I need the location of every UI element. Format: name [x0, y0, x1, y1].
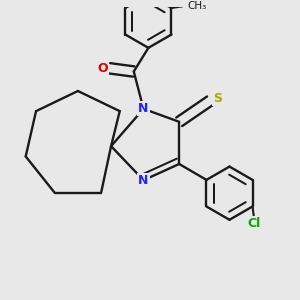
Text: N: N	[138, 174, 149, 187]
Text: S: S	[213, 92, 222, 105]
Text: O: O	[97, 62, 108, 75]
Text: Cl: Cl	[248, 218, 261, 230]
Text: N: N	[138, 102, 149, 115]
Text: CH₃: CH₃	[188, 1, 207, 11]
